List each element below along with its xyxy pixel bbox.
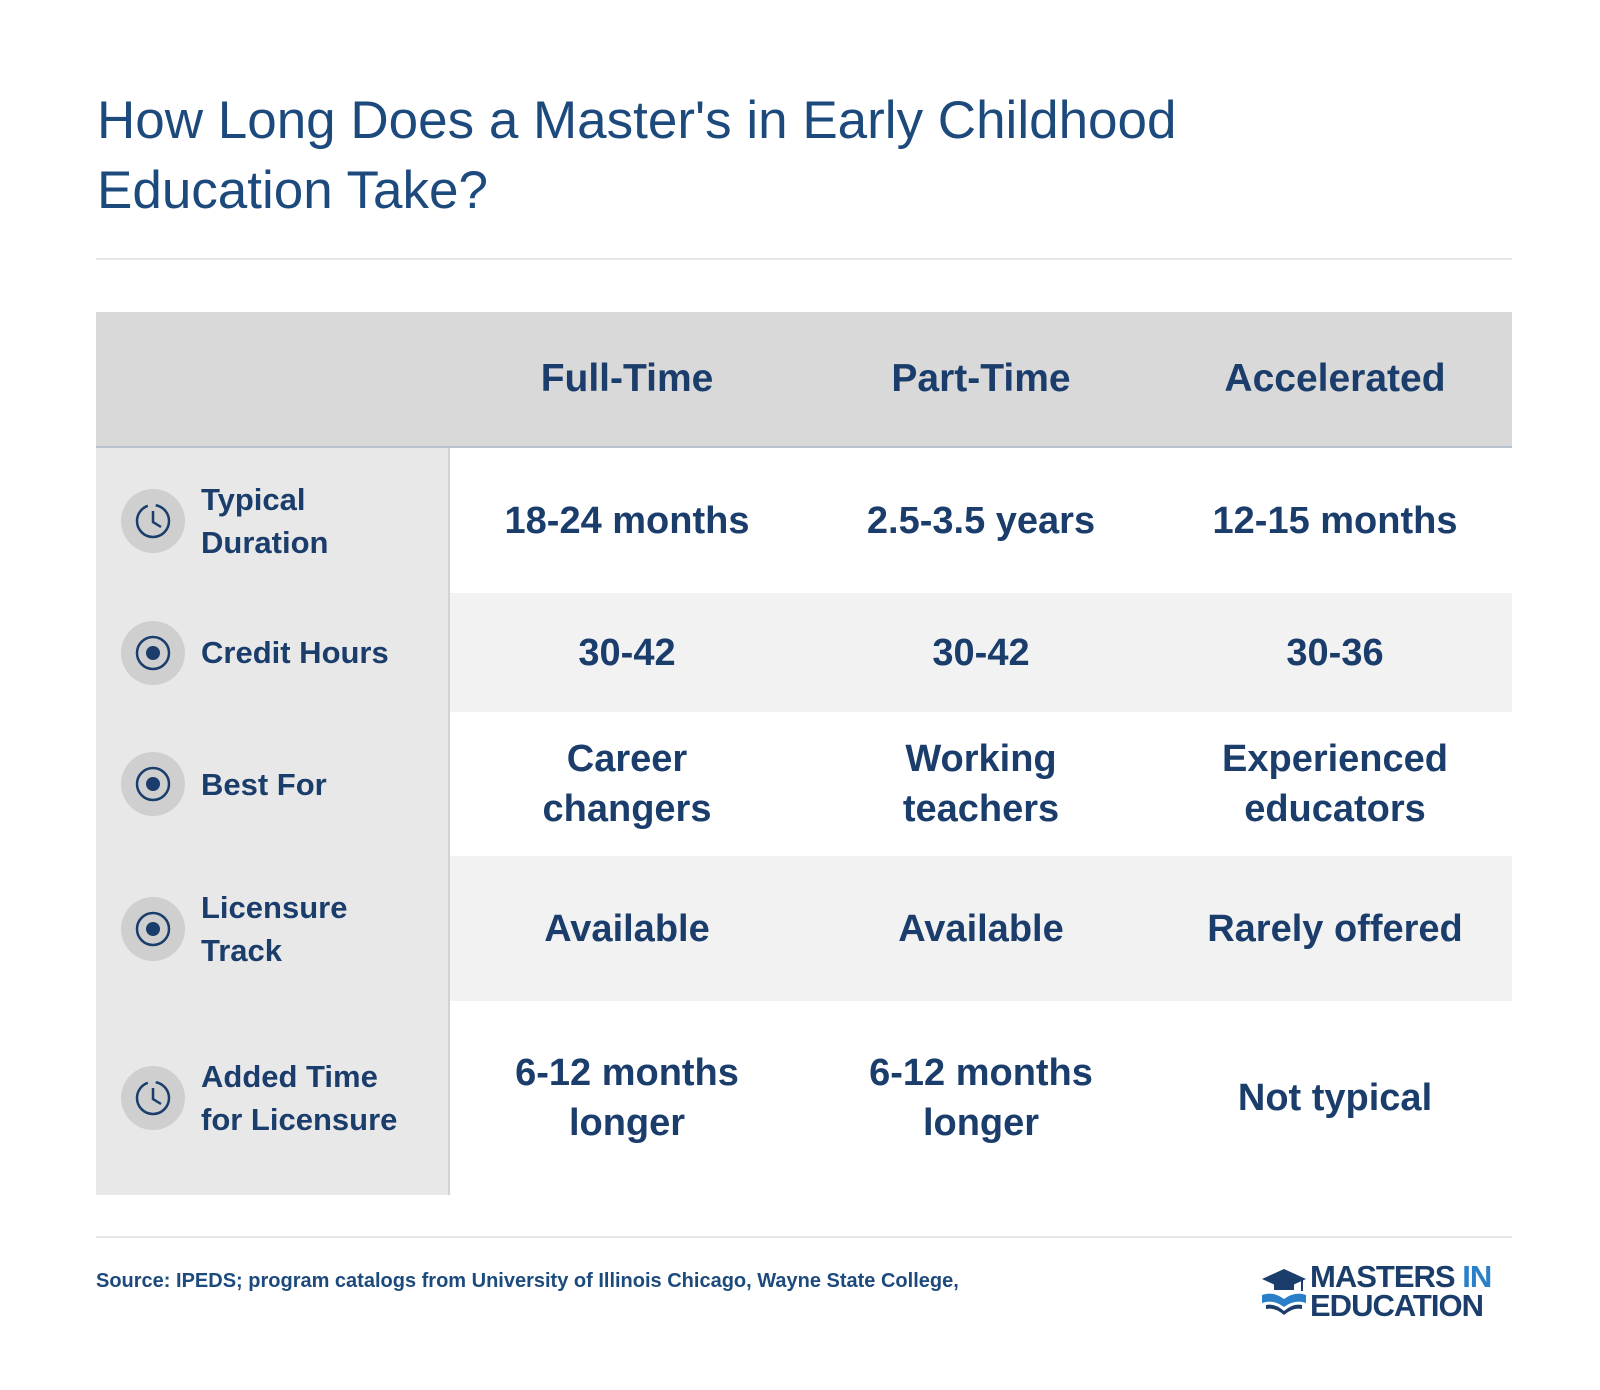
table-cell: Available	[804, 856, 1158, 1001]
row-label-cell: Added Time for Licensure	[96, 1001, 450, 1195]
table-cell: 6-12 months longer	[804, 1001, 1158, 1195]
table-cell: Not typical	[1158, 1001, 1512, 1195]
table-cell: Working teachers	[804, 712, 1158, 856]
cell-text: 2.5-3.5 years	[866, 499, 1096, 542]
table-cell: Available	[450, 856, 804, 1001]
source-note: Source: IPEDS; program catalogs from Uni…	[96, 1270, 959, 1292]
column-header: Part-Time	[891, 357, 1071, 400]
cell-text: 6-12 months longer	[869, 1052, 1093, 1144]
cell-text: 30-42	[578, 631, 676, 674]
corner-cell	[96, 312, 450, 446]
cell-text: 30-42	[932, 631, 1030, 674]
row-icon	[121, 1066, 185, 1130]
table-row: Licensure Track Available Available Rarely …	[96, 856, 1512, 1001]
row-label: Best For	[201, 766, 327, 802]
cell-text: 12-15 months	[1212, 499, 1458, 542]
row-icon	[121, 488, 185, 553]
table-body: Typical Duration 18-24 months 2.5-3.5 year…	[96, 448, 1512, 1195]
table-cell: 18-24 months	[450, 448, 804, 593]
table-row: Best For Career changers Working teachers E…	[96, 712, 1512, 856]
logo: MASTERS IN EDUCATION	[1258, 1259, 1492, 1323]
table-row: Typical Duration 18-24 months 2.5-3.5 year…	[96, 448, 1512, 593]
cell-text: Available	[898, 907, 1064, 950]
table-cell: Rarely offered	[1158, 856, 1512, 1001]
table-cell: 30-36	[1158, 593, 1512, 712]
cell-text: 6-12 months longer	[515, 1052, 739, 1144]
divider	[96, 258, 1512, 260]
cell-text: Available	[544, 907, 710, 950]
row-label: Credit Hours	[201, 635, 389, 670]
table-row: Added Time for Licensure 6-12 months long…	[96, 1001, 1512, 1195]
row-icon	[121, 896, 185, 961]
cell-text: 18-24 months	[504, 499, 750, 542]
table-cell: 30-42	[804, 593, 1158, 712]
table-cell: 6-12 months longer	[450, 1001, 804, 1195]
cell-text: Experienced educators	[1222, 738, 1448, 830]
row-label: Added Time for Licensure	[201, 1059, 398, 1137]
column-header: Accelerated	[1224, 357, 1446, 400]
row-icon	[121, 620, 185, 685]
table-cell: Experienced educators	[1158, 712, 1512, 856]
row-label-cell: Licensure Track	[96, 856, 450, 1001]
title: How Long Does a Master's in Early Childh…	[97, 91, 1177, 220]
comparison-table: Full-Time Part-Time Accelerated Typical …	[96, 312, 1512, 1195]
logo-icon	[1262, 1269, 1306, 1315]
cell-text: Not typical	[1237, 1077, 1433, 1119]
header-row: Full-Time Part-Time Accelerated	[96, 312, 1512, 448]
row-icon	[121, 752, 185, 816]
cell-text: Rarely offered	[1207, 907, 1463, 950]
cell-text: Career changers	[542, 738, 712, 830]
table-cell: 2.5-3.5 years	[804, 448, 1158, 593]
row-label: Licensure Track	[201, 889, 348, 968]
table-cell: 30-42	[450, 593, 804, 712]
table-cell: Career changers	[450, 712, 804, 856]
table-cell: 12-15 months	[1158, 448, 1512, 593]
column-header: Full-Time	[540, 357, 714, 400]
divider	[96, 1236, 1512, 1238]
logo-text: MASTERS IN EDUCATION	[1310, 1259, 1492, 1323]
row-label-cell: Credit Hours	[96, 593, 450, 712]
cell-text: Working teachers	[902, 738, 1060, 830]
table-row: Credit Hours 30-42 30-42 30-36	[96, 593, 1512, 712]
row-label: Typical Duration	[201, 481, 329, 560]
row-label-cell: Best For	[96, 712, 450, 856]
cell-text: 30-36	[1286, 631, 1384, 674]
row-label-cell: Typical Duration	[96, 448, 450, 593]
